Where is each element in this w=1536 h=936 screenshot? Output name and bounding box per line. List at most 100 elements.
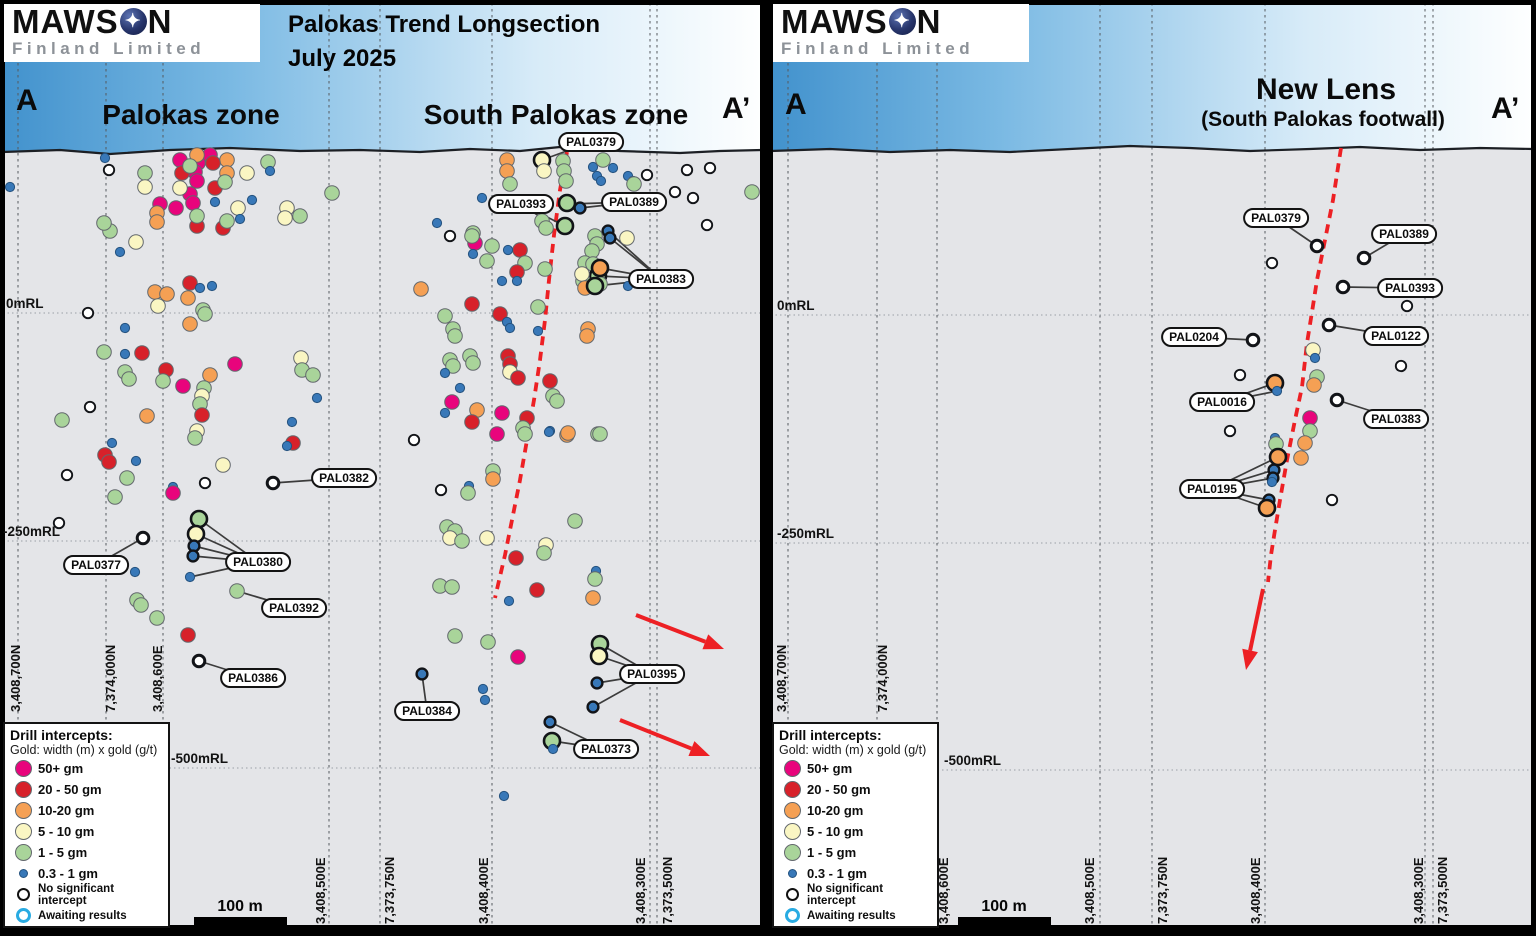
drill-intercept-dot bbox=[595, 175, 607, 187]
surface-topography-line bbox=[2, 145, 763, 156]
mawson-logo: MAWS ✦ N Finland Limited bbox=[4, 4, 260, 62]
fault-trace-line bbox=[1266, 147, 1343, 583]
drill-intercept-dot bbox=[447, 628, 463, 644]
drill-intercept-dot bbox=[202, 367, 218, 383]
grid-coordinate-label: 3,408,300E bbox=[633, 857, 648, 924]
drill-hole-label-pal0122: PAL0122 bbox=[1363, 326, 1429, 346]
drill-hole-label-pal0379: PAL0379 bbox=[1243, 208, 1309, 228]
drill-hole-label-pal0379: PAL0379 bbox=[558, 132, 624, 152]
grid-coordinate-label: 7,373,500N bbox=[660, 856, 675, 924]
drill-intercept-dot bbox=[479, 530, 495, 546]
figure-title: Palokas Trend Longsection July 2025 bbox=[288, 8, 600, 76]
drill-intercept-dot bbox=[464, 414, 480, 430]
drill-intercept-dot bbox=[467, 248, 479, 260]
legend-item-label: 0.3 - 1 gm bbox=[807, 866, 867, 881]
grid-coordinate-label: 7,373,750N bbox=[382, 856, 397, 924]
grid-coordinate-label: 7,373,500N bbox=[1435, 856, 1450, 924]
drill-intercept-dot bbox=[557, 193, 577, 213]
drill-intercept-dot bbox=[107, 489, 123, 505]
mawson-logo: MAWS ✦ N Finland Limited bbox=[773, 4, 1029, 62]
zone-label: (South Palokas footwall) bbox=[1201, 108, 1445, 131]
drill-hole-label-pal0395: PAL0395 bbox=[619, 664, 685, 684]
grid-coordinate-label: 3,408,400E bbox=[1248, 857, 1263, 924]
drill-intercept-dot bbox=[587, 571, 603, 587]
drill-hole-label-pal0204: PAL0204 bbox=[1161, 327, 1227, 347]
drill-intercept-dot bbox=[543, 426, 555, 438]
drill-intercept-dot bbox=[530, 299, 546, 315]
drill-intercept-dot bbox=[139, 408, 155, 424]
legend: Drill intercepts: Gold: width (m) x gold … bbox=[772, 722, 939, 928]
drill-intercept-dot bbox=[119, 322, 131, 334]
drill-intercept-dot bbox=[1293, 450, 1309, 466]
drill-intercept-dot bbox=[443, 229, 457, 243]
drill-intercept-dot bbox=[431, 217, 443, 229]
drill-intercept-dot bbox=[479, 253, 495, 269]
legend-item-label: Awaiting results bbox=[38, 909, 127, 922]
legend-item-label: 50+ gm bbox=[38, 761, 84, 776]
drill-intercept-dot bbox=[102, 163, 116, 177]
legend-subtitle: Gold: width (m) x gold (g/t) bbox=[779, 743, 927, 757]
legend-item-label: 10-20 gm bbox=[38, 803, 95, 818]
drill-intercept-dot bbox=[502, 176, 518, 192]
legend-item: 5 - 10 gm bbox=[10, 821, 163, 842]
legend-item-label: 0.3 - 1 gm bbox=[38, 866, 98, 881]
drill-intercept-dot bbox=[1400, 299, 1414, 313]
section-marker-a-prime: A’ bbox=[722, 92, 751, 125]
legend-item: 10-20 gm bbox=[10, 800, 163, 821]
grid-coordinate-label: 3,408,500E bbox=[313, 857, 328, 924]
zone-label: New Lens bbox=[1255, 73, 1397, 106]
drill-hole-label-pal0380: PAL0380 bbox=[225, 552, 291, 572]
drill-intercept-dot bbox=[587, 161, 599, 173]
logo-text-left: MAWS bbox=[12, 3, 119, 40]
drill-intercept-dot bbox=[265, 475, 281, 491]
legend-title: Drill intercepts: bbox=[10, 727, 113, 743]
drill-intercept-dot bbox=[607, 162, 619, 174]
legend-item: 0.3 - 1 gm bbox=[779, 863, 932, 884]
drill-hole-label-pal0393: PAL0393 bbox=[1377, 278, 1443, 298]
drill-intercept-dot bbox=[592, 426, 608, 442]
drill-intercept-dot bbox=[585, 590, 601, 606]
drill-intercept-dot bbox=[476, 192, 488, 204]
drill-hole-label-pal0383: PAL0383 bbox=[628, 269, 694, 289]
legend-swatch-icon bbox=[779, 869, 805, 878]
drill-intercept-dot bbox=[239, 165, 255, 181]
elevation-label: -250mRL bbox=[3, 524, 61, 539]
drill-intercept-dot bbox=[543, 715, 557, 729]
legend-title: Drill intercepts: bbox=[779, 727, 882, 743]
drill-intercept-dot bbox=[489, 426, 505, 442]
drill-intercept-dot bbox=[184, 571, 196, 583]
panel-border bbox=[769, 1, 1535, 929]
drill-hole-label-pal0016: PAL0016 bbox=[1189, 392, 1255, 412]
mawson-logo-wordmark: MAWS ✦ N bbox=[12, 5, 252, 38]
drill-intercept-dot bbox=[186, 549, 200, 563]
drill-intercept-dot bbox=[209, 196, 221, 208]
drill-intercept-dot bbox=[547, 743, 559, 755]
drill-intercept-dot bbox=[206, 280, 218, 292]
drill-intercept-dot bbox=[121, 371, 137, 387]
legend-item: Awaiting results bbox=[779, 905, 932, 926]
drill-intercept-dot bbox=[130, 455, 142, 467]
drill-intercept-dot bbox=[439, 367, 451, 379]
legend-swatch-icon bbox=[779, 844, 805, 861]
grid-coordinate-label: 3,408,700N bbox=[774, 644, 789, 712]
drill-intercept-dot bbox=[264, 165, 276, 177]
legend-swatch-icon bbox=[779, 802, 805, 819]
drill-intercept-dot bbox=[135, 530, 151, 546]
drill-intercept-dot bbox=[187, 430, 203, 446]
grid-coordinate-label: 3,408,600E bbox=[150, 645, 165, 712]
drill-intercept-dot bbox=[603, 231, 617, 245]
logo-text-right: N bbox=[916, 3, 942, 40]
drill-intercept-dot bbox=[542, 373, 558, 389]
drill-intercept-dot bbox=[413, 281, 429, 297]
drill-intercept-dot bbox=[560, 425, 576, 441]
grid-coordinate-label: 7,373,750N bbox=[1155, 856, 1170, 924]
drill-intercept-dot bbox=[168, 200, 184, 216]
drill-intercept-dot bbox=[586, 700, 600, 714]
drill-intercept-dot bbox=[558, 173, 574, 189]
drill-intercept-dot bbox=[1356, 250, 1372, 266]
legend-item: 10-20 gm bbox=[779, 800, 932, 821]
drill-intercept-dot bbox=[1394, 359, 1408, 373]
drill-intercept-dot bbox=[626, 176, 642, 192]
drill-intercept-dot bbox=[1325, 493, 1339, 507]
drill-hole-label-pal0386: PAL0386 bbox=[220, 668, 286, 688]
